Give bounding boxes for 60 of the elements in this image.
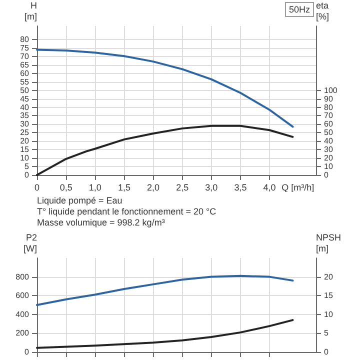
y2-tick-label: 40	[324, 136, 334, 146]
x-tick-label: 2,0	[146, 182, 160, 192]
y-tick-label: 45	[20, 94, 30, 104]
text: Liquide pompé = Eau	[37, 196, 122, 206]
y-tick-label: 5	[24, 162, 30, 172]
y2-axis-title: NPSH [m]	[316, 232, 342, 254]
line-series	[36, 124, 294, 176]
x-tick-label: 3,0	[205, 182, 218, 192]
y-tick-label: 65	[20, 60, 30, 70]
x-tick-label: 0	[34, 182, 40, 192]
y-tick-label: 600	[16, 291, 30, 300]
y2-tick-label: 80	[324, 102, 334, 112]
y-tick-label: 70	[20, 52, 30, 61]
y2-tick-label: 5	[324, 328, 329, 338]
y2-tick-label: 15	[324, 291, 334, 300]
text: Masse volumique = 998.2 kg/m³	[37, 218, 165, 228]
x-tick-label: 1,5	[118, 182, 130, 192]
text: 50Hz	[288, 4, 310, 14]
x-tick-label: 2,5	[176, 182, 189, 192]
y-tick-label: 0	[24, 170, 30, 180]
y2-tick-label: 0	[324, 170, 329, 180]
x-axis-title: Q [m³/h]	[282, 182, 314, 192]
text: T° liquide pendant le fonctionnement = 20 °C	[37, 206, 217, 216]
y-tick-label: 75	[20, 44, 30, 53]
y-tick-label: 35	[20, 111, 30, 120]
y2-tick-label: 20	[324, 154, 334, 163]
y-axis-title: P2 [W]	[24, 232, 37, 254]
line-series	[36, 274, 294, 306]
y2-tick-label: 20	[324, 272, 334, 282]
x-tick-label: 0,5	[60, 182, 72, 192]
y-tick-label: 80	[20, 35, 30, 44]
y2-tick-label: 70	[324, 111, 334, 120]
y-tick-label: 30	[20, 120, 30, 129]
y-tick-label: 55	[20, 77, 30, 86]
x-tick-label: 4,0	[263, 182, 276, 192]
y2-tick-label: 50	[324, 128, 334, 138]
y-tick-label: 60	[20, 68, 30, 78]
x-tick-label: 1,0	[88, 182, 102, 192]
y-tick-label: 15	[20, 145, 30, 154]
line-series	[36, 48, 294, 128]
y-tick-label: 400	[16, 310, 30, 319]
x-tick-label: 3,5	[234, 182, 247, 192]
line-series	[36, 319, 294, 349]
y2-tick-label: 60	[324, 120, 334, 129]
y2-tick-label: 30	[324, 145, 334, 154]
y-tick-label: 40	[20, 102, 30, 112]
y-tick-label: 25	[20, 128, 30, 138]
y2-tick-label: 90	[324, 94, 334, 104]
y2-tick-label: 0	[324, 348, 329, 356]
y-axis-title: H [m]	[24, 0, 37, 22]
y-tick-label: 800	[16, 272, 30, 282]
y2-axis-title: eta [%]	[316, 0, 330, 22]
y-tick-label: 0	[24, 348, 30, 356]
y-tick-label: 10	[20, 154, 30, 163]
y-tick-label: 50	[20, 86, 30, 95]
y2-tick-label: 100	[324, 86, 338, 95]
y2-tick-label: 10	[324, 162, 334, 172]
y2-tick-label: 10	[324, 310, 334, 319]
y-tick-label: 20	[20, 136, 30, 146]
y-tick-label: 200	[16, 328, 30, 338]
